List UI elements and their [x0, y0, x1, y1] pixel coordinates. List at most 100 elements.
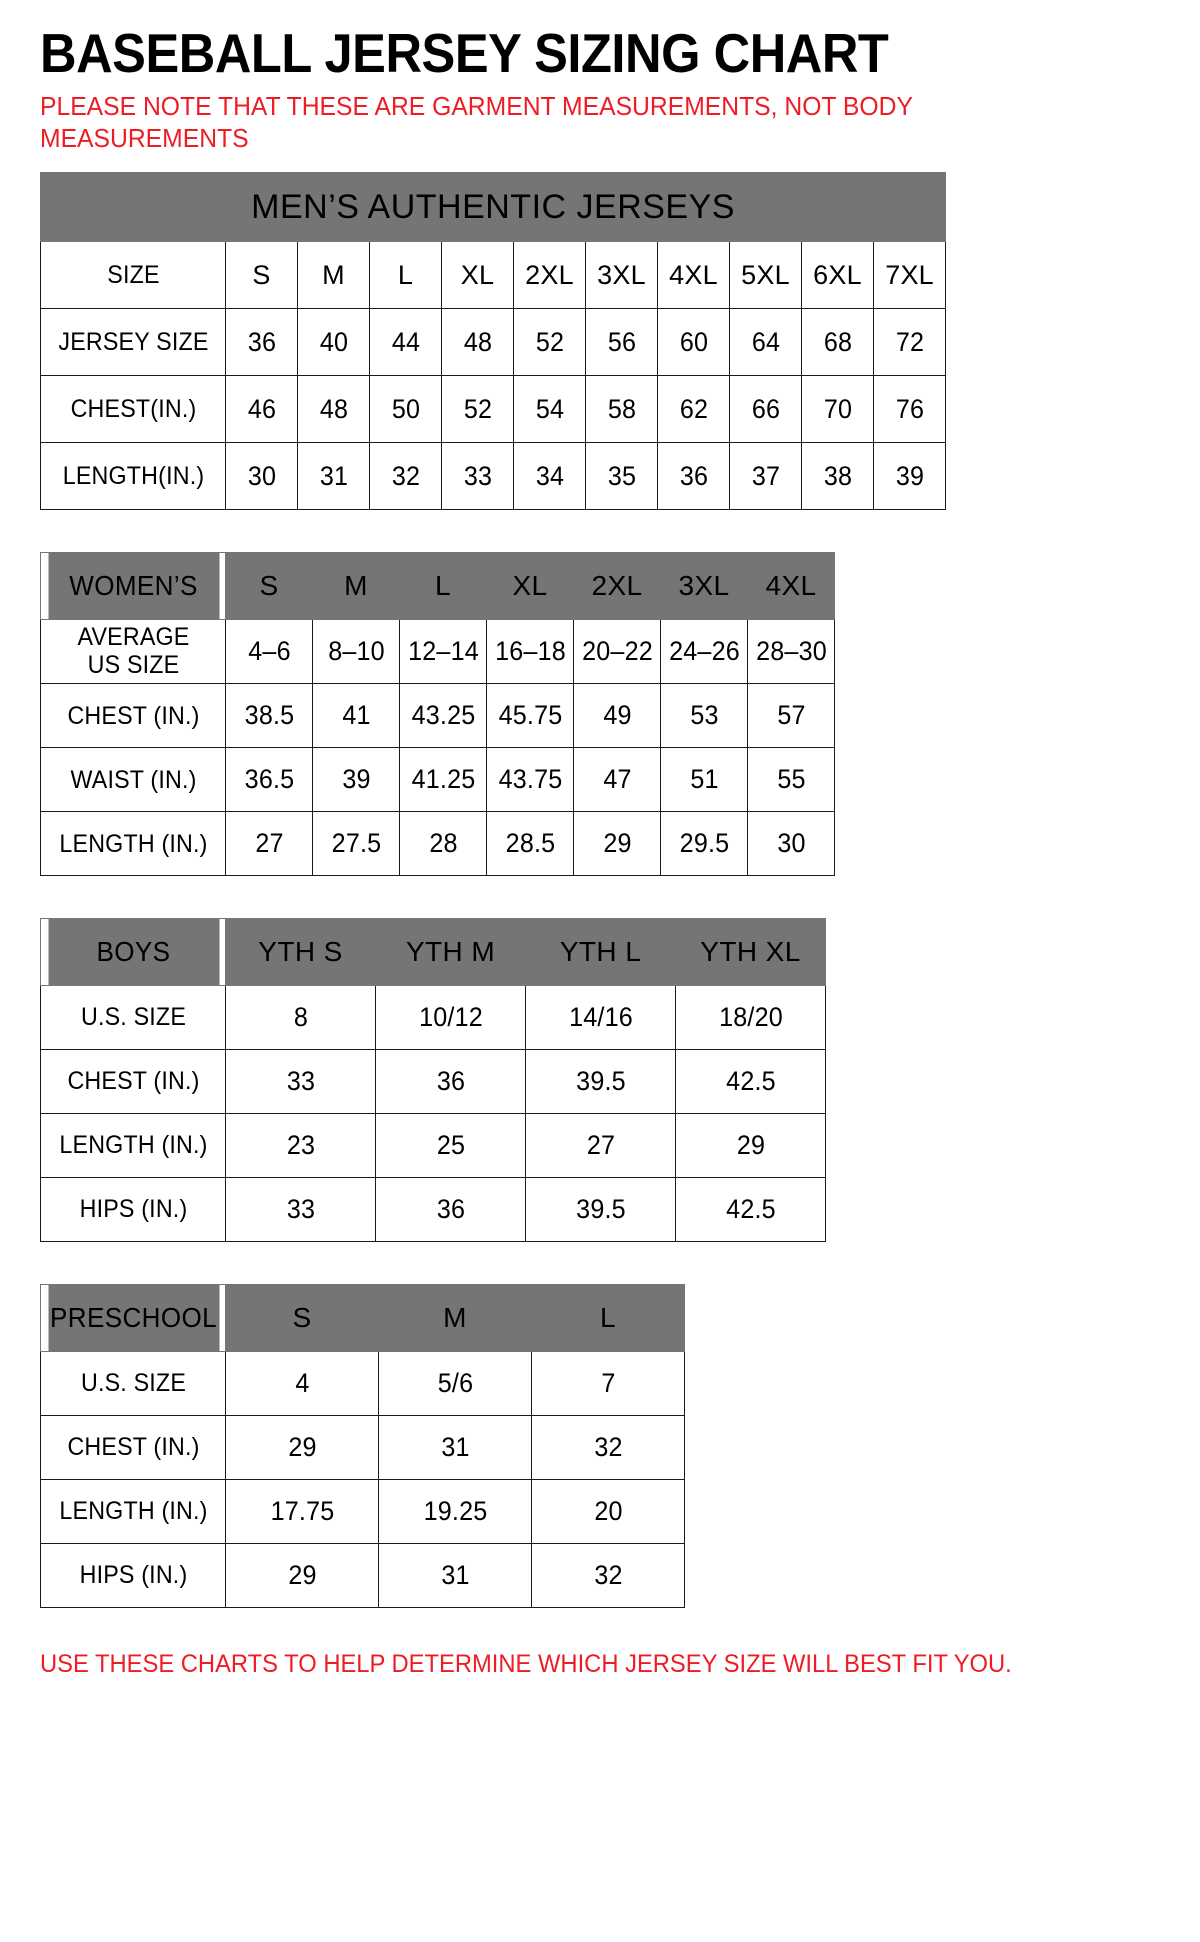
mens-col-header: 7XL — [872, 241, 947, 310]
womens-col-header: L — [399, 552, 487, 621]
header-note: PLEASE NOTE THAT THESE ARE GARMENT MEASU… — [40, 91, 913, 153]
mens-col-header: 4XL — [657, 241, 730, 310]
boys-cell: 39.5 — [530, 1049, 671, 1115]
preschool-cell: 7 — [536, 1351, 680, 1417]
mens-cell: 46 — [227, 375, 296, 444]
womens-cell: 45.75 — [489, 683, 571, 749]
womens-row-label-line2: US SIZE — [87, 650, 179, 679]
womens-cell: 29.5 — [663, 811, 745, 877]
womens-cell: 43.75 — [489, 747, 571, 813]
mens-cell: 54 — [515, 375, 584, 444]
mens-cell: 34 — [515, 442, 584, 511]
mens-cell: 72 — [875, 308, 944, 377]
mens-cell: 40 — [299, 308, 368, 377]
mens-cell: 31 — [299, 442, 368, 511]
preschool-sizing-table: PRESCHOOL S M L U.S. SIZE 4 5/6 7 CHEST … — [40, 1284, 685, 1609]
mens-cell: 48 — [299, 375, 368, 444]
womens-cell: 28–30 — [750, 619, 832, 685]
table-row: LENGTH (IN.) 23 25 27 29 — [41, 1113, 826, 1179]
preschool-cell: 31 — [383, 1543, 527, 1609]
womens-sizing-table: WOMEN’S S M L XL 2XL 3XL 4XL AVERAGE US … — [40, 552, 835, 877]
mens-col-header: 2XL — [513, 241, 586, 310]
mens-cell: 50 — [371, 375, 440, 444]
mens-cell: 39 — [875, 442, 944, 511]
womens-col-header: S — [225, 552, 313, 621]
boys-corner-label: BOYS — [46, 918, 220, 987]
table-row: U.S. SIZE 8 10/12 14/16 18/20 — [41, 985, 826, 1051]
table-row: CHEST (IN.) 38.5 41 43.25 45.75 49 53 57 — [41, 683, 835, 749]
table-row: LENGTH (IN.) 17.75 19.25 20 — [41, 1479, 685, 1545]
preschool-cell: 32 — [536, 1543, 680, 1609]
mens-col-header: S — [225, 241, 298, 310]
womens-cell: 36.5 — [228, 747, 310, 813]
page-title: BASEBALL JERSEY SIZING CHART — [40, 22, 889, 84]
womens-row-label: CHEST (IN.) — [46, 683, 220, 749]
boys-col-header: YTH L — [525, 918, 676, 987]
preschool-cell: 5/6 — [383, 1351, 527, 1417]
womens-row-label: AVERAGE US SIZE — [46, 619, 220, 685]
mens-col-header: M — [297, 241, 370, 310]
mens-cell: 58 — [587, 375, 656, 444]
table-row: WOMEN’S S M L XL 2XL 3XL 4XL — [41, 552, 835, 621]
boys-cell: 42.5 — [680, 1177, 821, 1243]
boys-cell: 42.5 — [680, 1049, 821, 1115]
boys-col-header: YTH S — [225, 918, 376, 987]
womens-cell: 49 — [576, 683, 658, 749]
boys-cell: 29 — [680, 1113, 821, 1179]
boys-cell: 18/20 — [680, 985, 821, 1051]
womens-col-header: XL — [486, 552, 574, 621]
mens-cell: 52 — [515, 308, 584, 377]
boys-col-header: YTH XL — [675, 918, 826, 987]
mens-cell: 30 — [227, 442, 296, 511]
boys-cell: 8 — [230, 985, 371, 1051]
table-row: PRESCHOOL S M L — [41, 1284, 685, 1353]
womens-cell: 55 — [750, 747, 832, 813]
table-row: CHEST(IN.) 46 48 50 52 54 58 62 66 70 76 — [41, 375, 946, 444]
preschool-row-label: HIPS (IN.) — [46, 1543, 220, 1609]
womens-cell: 28 — [402, 811, 484, 877]
womens-cell: 24–26 — [663, 619, 745, 685]
womens-col-header: 2XL — [573, 552, 661, 621]
boys-cell: 10/12 — [380, 985, 521, 1051]
preschool-cell: 20 — [536, 1479, 680, 1545]
womens-cell: 57 — [750, 683, 832, 749]
table-row: CHEST (IN.) 33 36 39.5 42.5 — [41, 1049, 826, 1115]
boys-cell: 25 — [380, 1113, 521, 1179]
womens-cell: 4–6 — [228, 619, 310, 685]
womens-cell: 47 — [576, 747, 658, 813]
mens-cell: 56 — [587, 308, 656, 377]
boys-sizing-table: BOYS YTH S YTH M YTH L YTH XL U.S. SIZE … — [40, 918, 826, 1243]
preschool-cell: 4 — [230, 1351, 374, 1417]
womens-cell: 38.5 — [228, 683, 310, 749]
boys-row-label: HIPS (IN.) — [46, 1177, 220, 1243]
boys-cell: 36 — [380, 1177, 521, 1243]
mens-cell: 62 — [659, 375, 728, 444]
mens-cell: 68 — [803, 308, 872, 377]
mens-cell: 70 — [803, 375, 872, 444]
preschool-col-header: M — [378, 1284, 532, 1353]
table-row: LENGTH (IN.) 27 27.5 28 28.5 29 29.5 30 — [41, 811, 835, 877]
boys-row-label: U.S. SIZE — [46, 985, 220, 1051]
womens-cell: 16–18 — [489, 619, 571, 685]
mens-cell: 37 — [731, 442, 800, 511]
mens-row-label: LENGTH(IN.) — [46, 442, 220, 511]
mens-col-header: L — [369, 241, 442, 310]
preschool-row-label: U.S. SIZE — [46, 1351, 220, 1417]
mens-sizing-table: MEN’S AUTHENTIC JERSEYS SIZE S M L XL 2X… — [39, 172, 947, 511]
womens-cell: 43.25 — [402, 683, 484, 749]
mens-cell: 60 — [659, 308, 728, 377]
mens-cell: 64 — [731, 308, 800, 377]
table-row: LENGTH(IN.) 30 31 32 33 34 35 36 37 38 3… — [41, 442, 946, 511]
boys-row-label: LENGTH (IN.) — [46, 1113, 220, 1179]
womens-row-label: WAIST (IN.) — [46, 747, 220, 813]
boys-cell: 33 — [230, 1177, 371, 1243]
footer-note: USE THESE CHARTS TO HELP DETERMINE WHICH… — [40, 1650, 1012, 1679]
womens-cell: 27.5 — [315, 811, 397, 877]
mens-corner-label: SIZE — [46, 241, 220, 310]
boys-cell: 36 — [380, 1049, 521, 1115]
womens-cell: 39 — [315, 747, 397, 813]
mens-cell: 66 — [731, 375, 800, 444]
preschool-cell: 29 — [230, 1415, 374, 1481]
mens-cell: 44 — [371, 308, 440, 377]
mens-row-label: JERSEY SIZE — [46, 308, 220, 377]
